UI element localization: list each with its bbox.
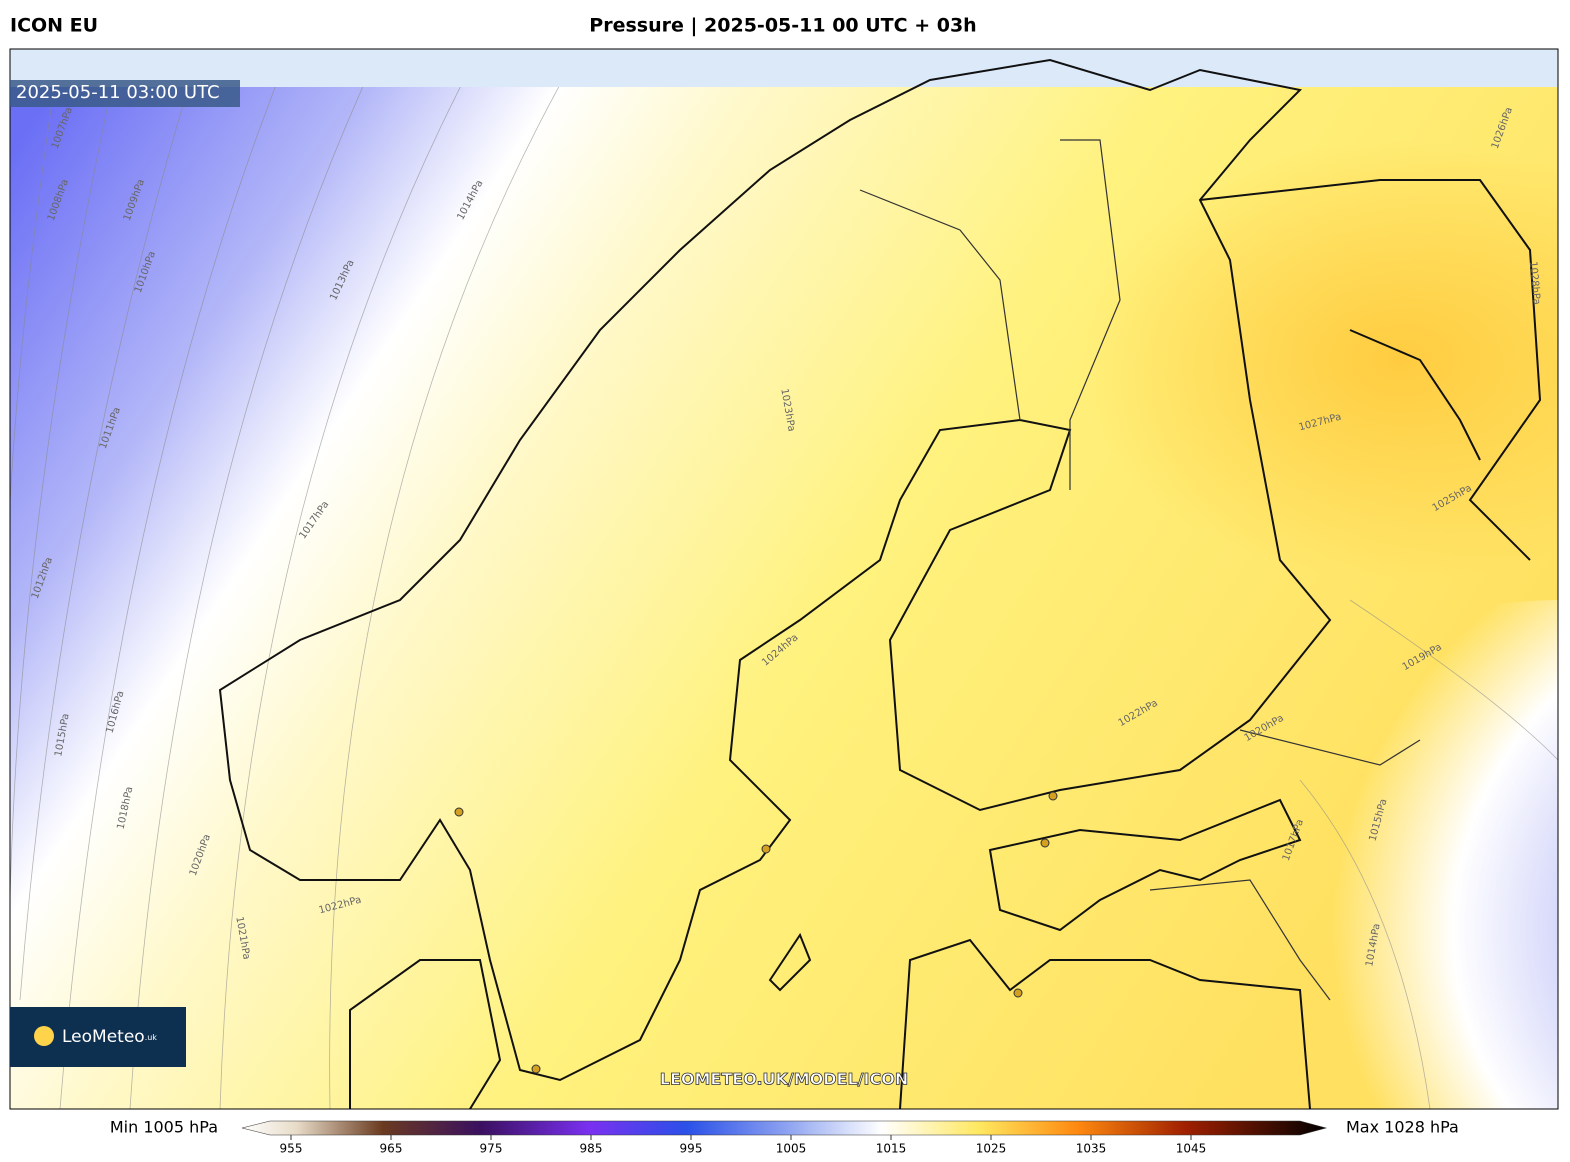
tick-label: 1005	[776, 1142, 807, 1156]
logo-name: LeoMeteo	[62, 1027, 145, 1047]
title: Pressure | 2025-05-11 00 UTC + 03h	[589, 15, 976, 37]
stations	[454, 791, 1058, 1074]
map-frame	[9, 48, 1559, 1110]
logo: LeoMeteo.uk	[62, 1027, 157, 1047]
tick-label: 985	[580, 1142, 603, 1156]
tick-label: 1025	[976, 1142, 1007, 1156]
isobars	[10, 49, 1558, 1109]
tick-label: 1035	[1076, 1142, 1107, 1156]
tick-label: 955	[280, 1142, 303, 1156]
low-pressure	[1180, 600, 1558, 1109]
min-label: Min 1005 hPa	[110, 1118, 218, 1137]
contour-label: 1028hPa	[1527, 261, 1542, 305]
colorbar	[241, 1120, 1328, 1136]
tick-label: 975	[480, 1142, 503, 1156]
tick-label: 1045	[1176, 1142, 1207, 1156]
colorbar-ticks: 955 965 975 985 995 1005 1015 1025 1035 1045	[280, 1135, 1207, 1156]
high-pressure	[1080, 140, 1558, 580]
borders	[859, 139, 1421, 1001]
max-label: Max 1028 hPa	[1346, 1118, 1459, 1137]
tick-label: 1015	[876, 1142, 907, 1156]
model-name: ICON EU	[10, 15, 98, 37]
timestamp-box	[10, 80, 240, 107]
tick-label: 965	[380, 1142, 403, 1156]
timestamp: 2025-05-11 03:00 UTC	[16, 82, 220, 103]
logo-suffix: .uk	[145, 1033, 158, 1042]
logo-sun	[34, 1026, 54, 1046]
watermark: LEOMETEO.UK/MODEL/ICON	[660, 1070, 908, 1089]
top-strip	[10, 49, 1558, 87]
tick-label: 995	[680, 1142, 703, 1156]
coastlines	[218, 58, 1542, 1109]
